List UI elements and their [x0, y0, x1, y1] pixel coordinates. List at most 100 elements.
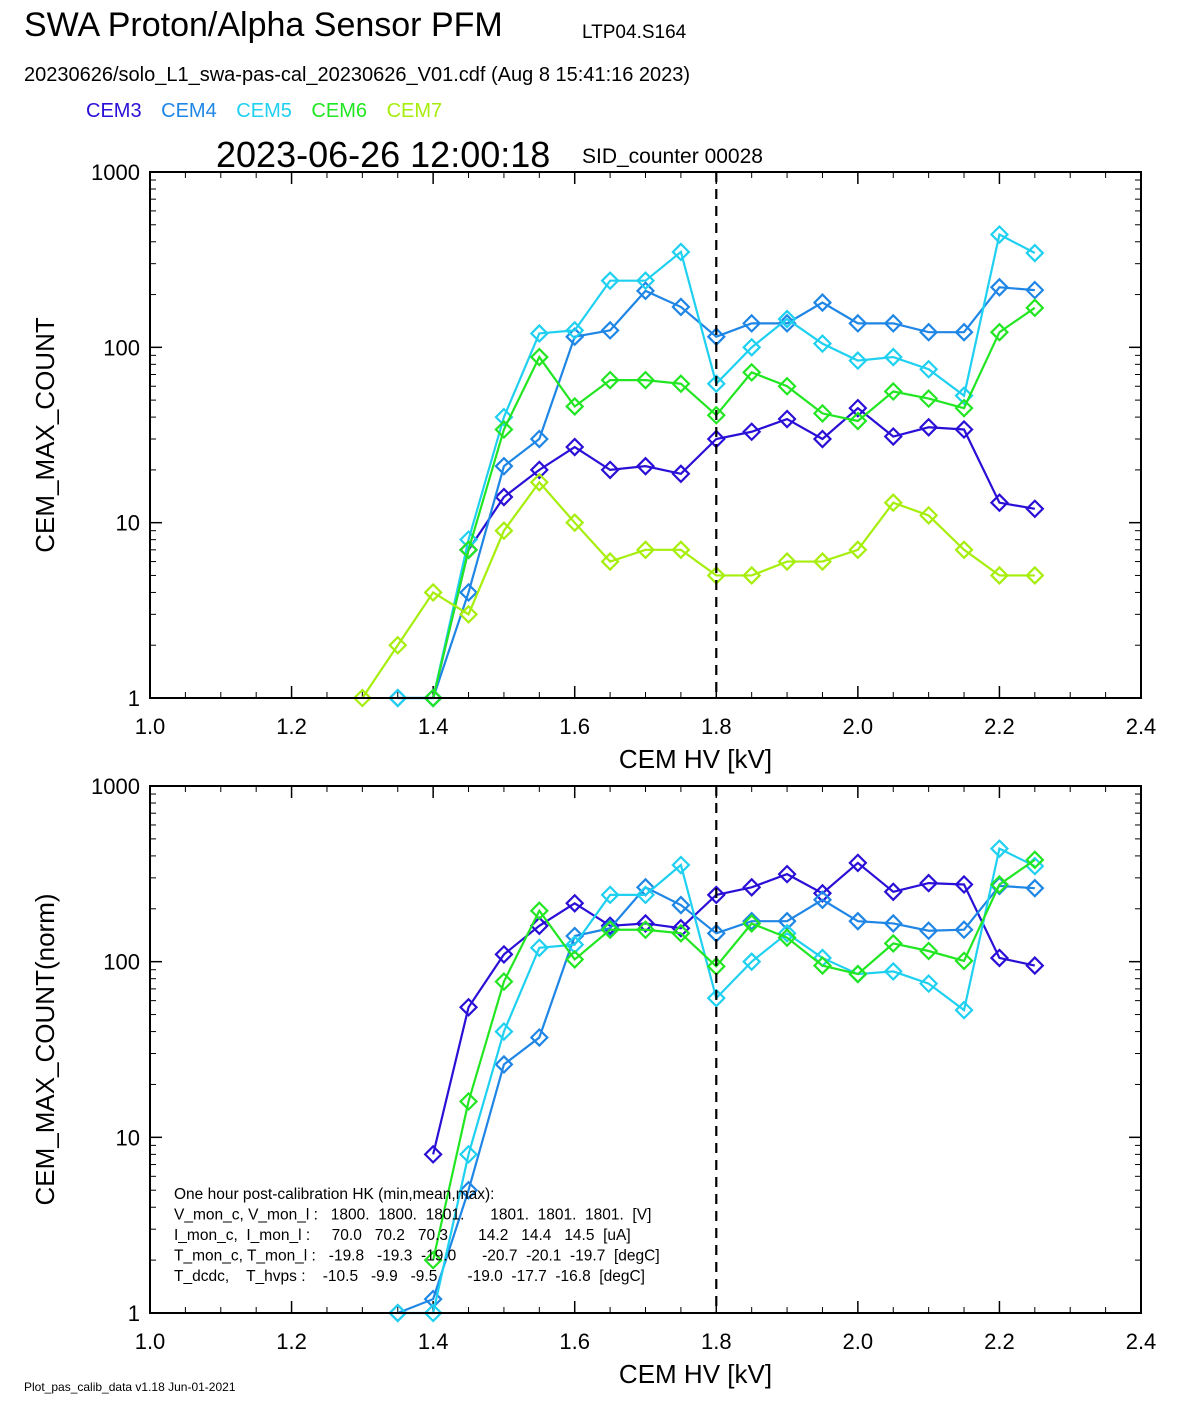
- data-point-cem6: [777, 376, 797, 396]
- data-point-cem6: [671, 923, 691, 943]
- data-point-cem5: [919, 974, 939, 994]
- data-point-cem5: [388, 1303, 408, 1323]
- page-title: SWA Proton/Alpha Sensor PFM: [24, 6, 503, 44]
- footer-version: Plot_pas_calib_data v1.18 Jun-01-2021: [24, 1380, 236, 1394]
- data-point-cem3: [600, 460, 620, 480]
- data-point-cem3: [671, 464, 691, 484]
- data-point-cem4: [494, 1054, 514, 1074]
- data-point-cem5: [777, 309, 797, 329]
- data-point-cem5: [848, 351, 868, 371]
- plot-1: 1 10 100 1000 1.0 1.2 1.4 1.6 1.8 2.0 2.2 2.4 CEM HV…: [30, 160, 1156, 774]
- data-point-cem5: [919, 359, 939, 379]
- data-point-cem3: [494, 944, 514, 964]
- data-point-cem7: [388, 635, 408, 655]
- x-tick-label: 1.6: [559, 1329, 590, 1354]
- data-point-cem7: [1025, 565, 1045, 586]
- data-point-cem5: [1025, 243, 1045, 263]
- hk-line: T_mon_c, T_mon_l : -19.8 -19.3 -19.0 -20…: [174, 1248, 660, 1265]
- hk-box: One hour post-calibration HK (min,mean,m…: [174, 1186, 660, 1285]
- data-point-cem6: [883, 381, 903, 402]
- data-point-cem6: [635, 370, 656, 390]
- data-point-cem7: [919, 505, 939, 525]
- x-tick-label: 2.0: [843, 714, 874, 739]
- data-point-cem3: [989, 948, 1009, 968]
- data-point-cem6: [565, 949, 585, 969]
- data-point-cem5: [529, 938, 549, 958]
- data-point-cem6: [989, 874, 1009, 895]
- data-point-cem3: [742, 422, 762, 442]
- data-point-cem5: [458, 1144, 479, 1164]
- data-point-cem3: [919, 417, 939, 437]
- data-point-cem3: [1025, 956, 1045, 976]
- data-point-cem3: [777, 409, 797, 429]
- data-point-cem5: [954, 386, 974, 406]
- data-point-cem3: [883, 426, 903, 447]
- data-point-cem6: [600, 920, 620, 940]
- x-tick-label: 1.6: [559, 714, 590, 739]
- x-tick-label: 1.2: [276, 714, 307, 739]
- data-point-cem3: [989, 493, 1009, 513]
- legend: CEM3 CEM4 CEM5 CEM6 CEM7: [86, 100, 456, 123]
- data-point-cem7: [458, 604, 479, 624]
- data-point-cem5: [742, 337, 762, 357]
- data-point-cem4: [600, 320, 620, 340]
- data-point-cem4: [919, 921, 939, 941]
- data-point-cem3: [848, 398, 868, 418]
- data-point-cem4: [812, 890, 833, 910]
- data-point-cem6: [742, 913, 762, 934]
- data-point-cem6: [529, 901, 549, 921]
- data-point-cem6: [777, 928, 797, 948]
- data-point-cem4: [742, 911, 762, 931]
- legend-item-cem4: CEM4: [161, 100, 217, 122]
- data-point-cem6: [1025, 298, 1045, 318]
- y-tick-label: 10: [116, 1125, 140, 1150]
- data-point-cem3: [458, 997, 479, 1017]
- data-point-cem5: [989, 224, 1009, 245]
- data-point-cem6: [423, 688, 443, 708]
- legend-item-cem7: CEM7: [386, 100, 443, 122]
- x-tick-label: 2.2: [984, 714, 1015, 739]
- data-point-cem3: [954, 419, 974, 440]
- data-point-cem4: [1025, 280, 1045, 300]
- data-point-cem3: [494, 487, 514, 507]
- y-tick-label: 100: [103, 950, 140, 975]
- y-tick-label: 1: [128, 1301, 140, 1326]
- data-point-cem6: [565, 396, 585, 417]
- data-point-cem5: [600, 885, 620, 905]
- data-point-cem6: [423, 1250, 443, 1270]
- data-point-cem4: [848, 313, 868, 333]
- data-point-cem6: [848, 411, 868, 431]
- x-tick-label: 2.0: [843, 1329, 874, 1354]
- data-point-cem7: [777, 552, 797, 572]
- data-point-cem3: [529, 460, 549, 480]
- data-point-cem4: [458, 582, 479, 602]
- data-point-cem3: [565, 437, 585, 457]
- data-point-cem3: [883, 882, 903, 902]
- data-point-cem5: [706, 374, 726, 394]
- series-line-cem4: [397, 286, 1035, 700]
- data-point-cem7: [494, 521, 514, 541]
- data-point-cem5: [388, 688, 408, 708]
- data-point-cem6: [742, 362, 762, 382]
- x-tick-label: 2.2: [984, 1329, 1015, 1354]
- data-point-cem5: [635, 885, 656, 905]
- data-point-cem3: [635, 913, 656, 934]
- data-point-cem5: [954, 1000, 974, 1020]
- data-point-cem6: [706, 405, 726, 425]
- plot-2: 1 10 100 1000 1.0 1.2 1.4 1.6 1.8 2.0 2.2 2.4 CEM HV…: [30, 774, 1156, 1389]
- timestamp: 2023-06-26 12:00:18: [216, 134, 551, 175]
- data-point-cem3: [812, 429, 833, 449]
- data-point-cem4: [529, 1027, 549, 1048]
- sid-counter: SID_counter 00028: [582, 145, 763, 168]
- data-point-cem3: [1025, 499, 1045, 519]
- series-line-cem4: [397, 884, 1035, 1315]
- data-point-cem6: [494, 972, 514, 992]
- data-point-cem3: [777, 864, 797, 884]
- data-point-cem3: [671, 918, 691, 938]
- y-tick-label: 100: [103, 335, 140, 360]
- data-point-cem4: [494, 456, 514, 476]
- x-tick-label: 1.8: [701, 714, 732, 739]
- x-tick-label: 1.2: [276, 1329, 307, 1354]
- hk-line: I_mon_c, I_mon_l : 70.0 70.2 70.3 14.2 1…: [174, 1227, 631, 1244]
- series-line-cem3: [432, 861, 1036, 1155]
